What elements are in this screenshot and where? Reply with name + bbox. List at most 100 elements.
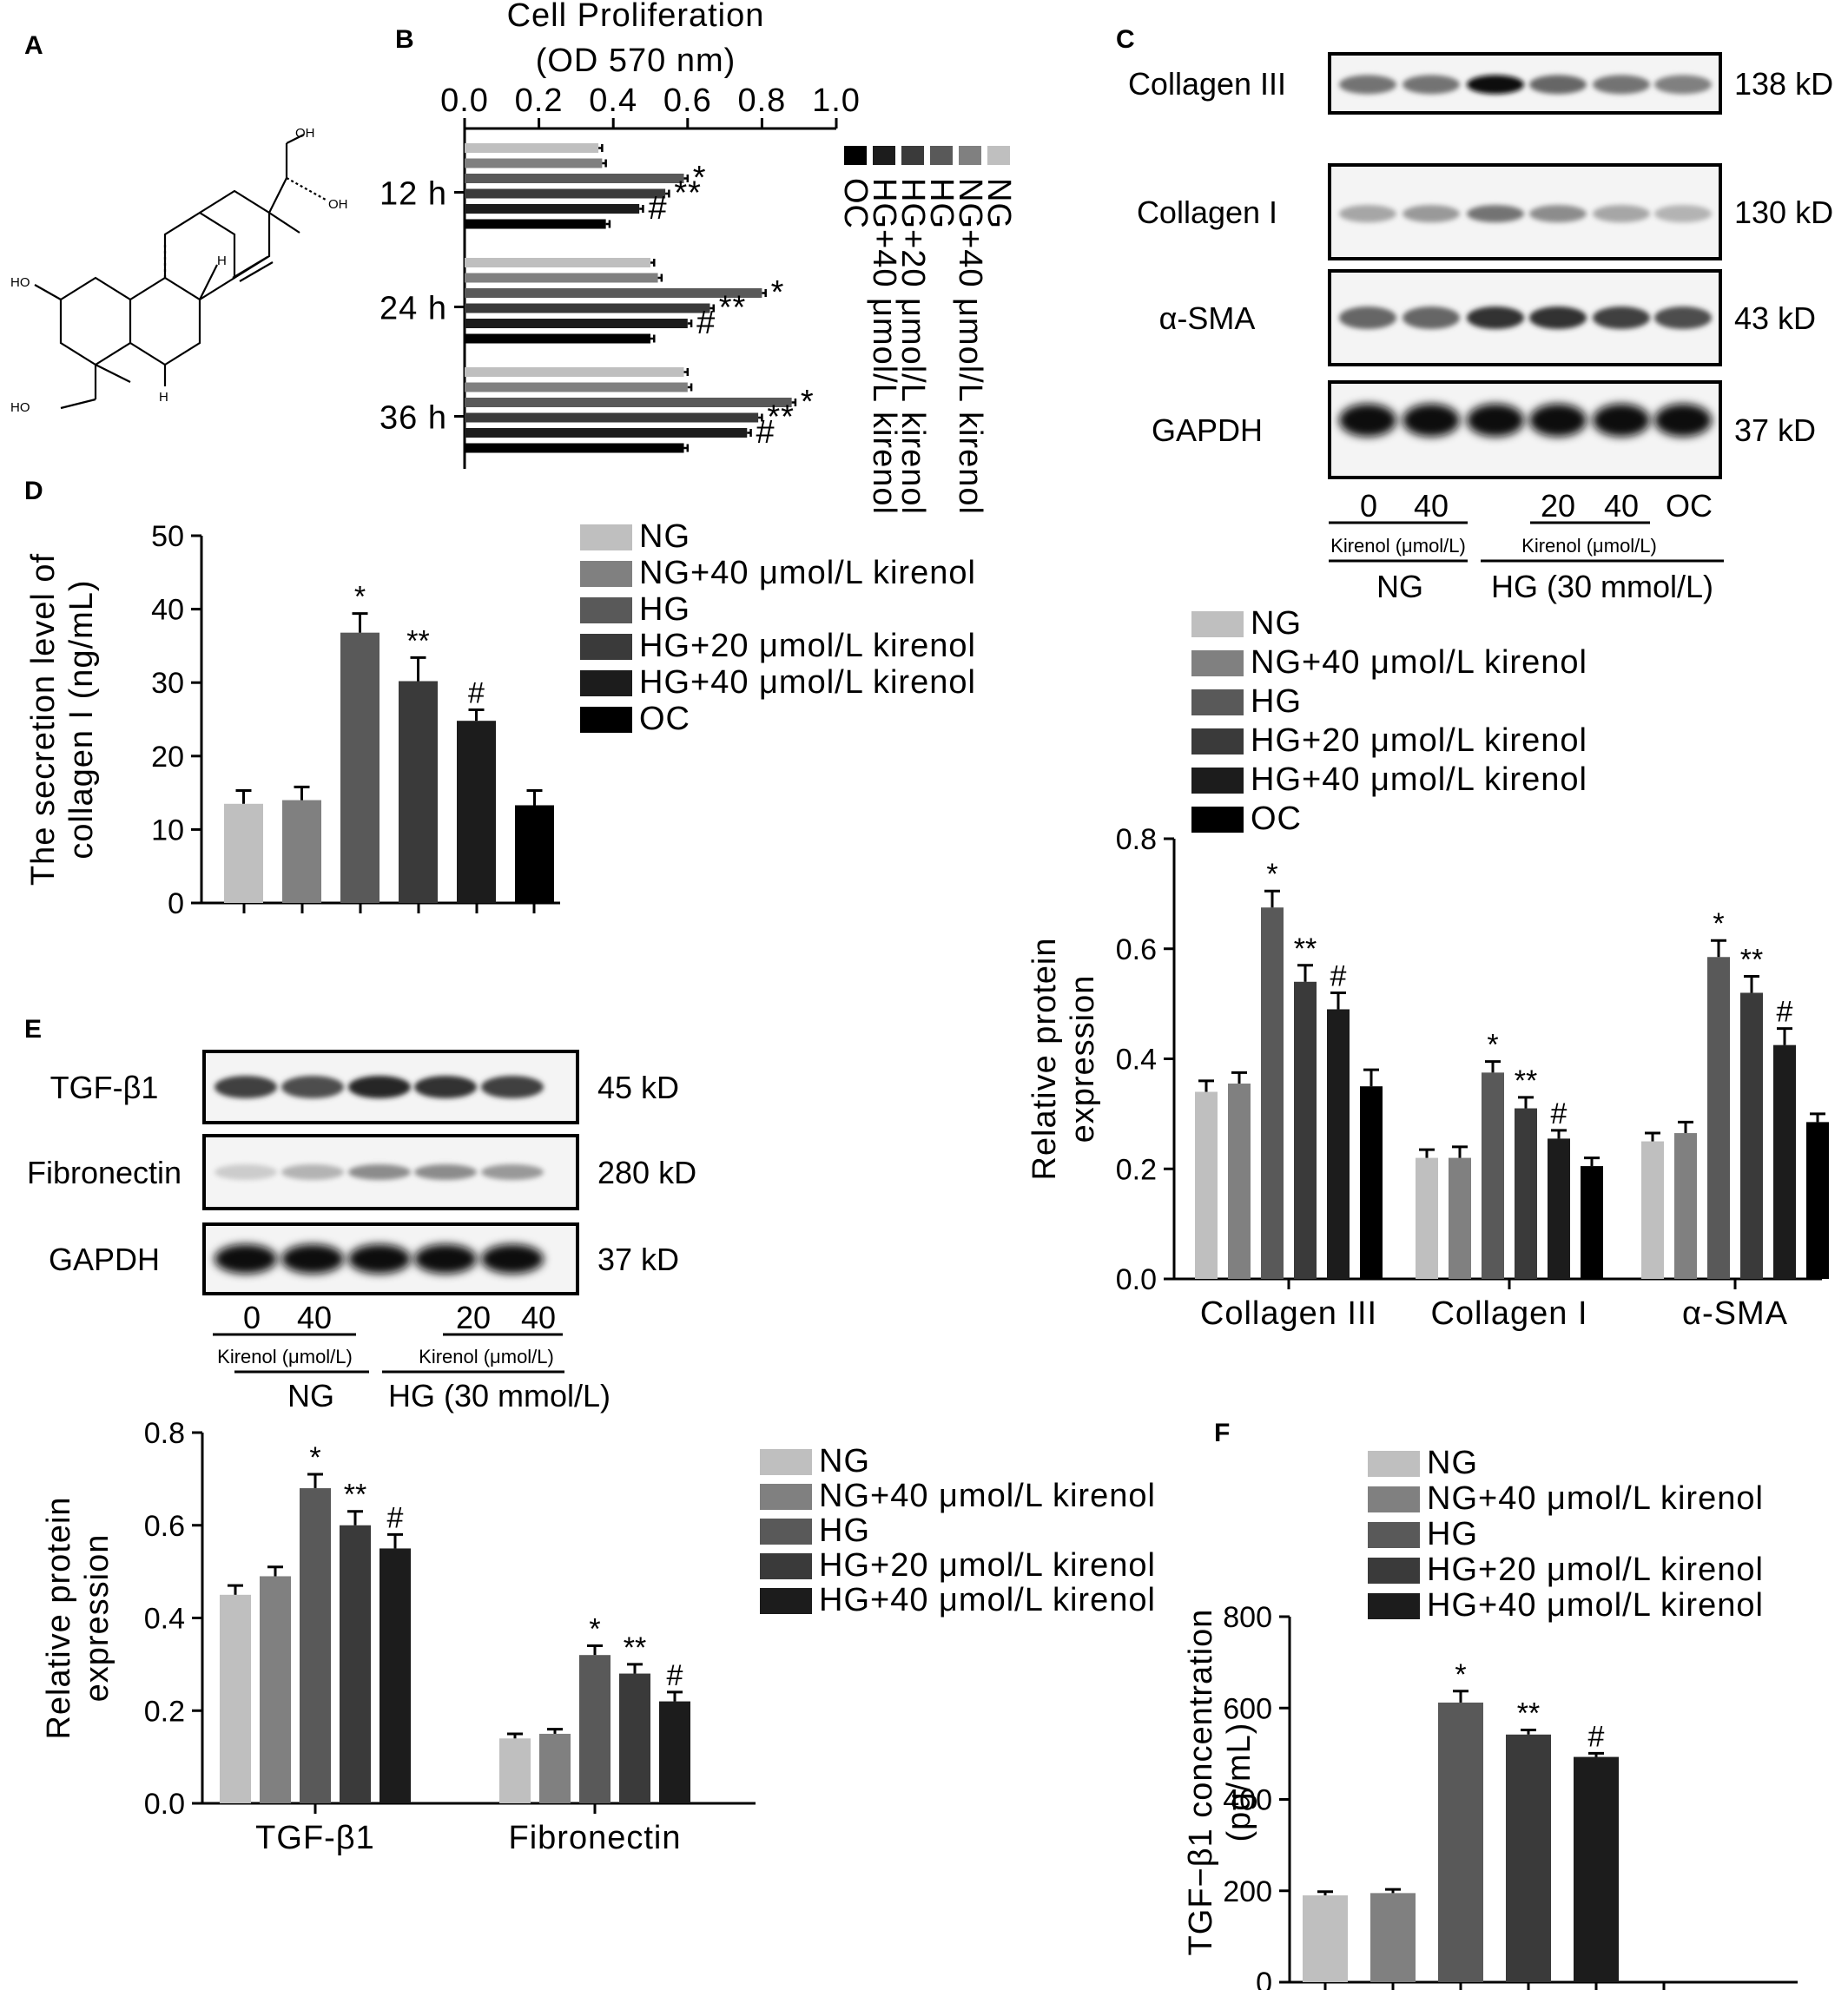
blot-band (281, 1076, 344, 1098)
kirenol-label: Kirenol (μmol/L) (1330, 535, 1466, 557)
y-tick-label: 0.8 (1116, 823, 1157, 856)
legend-label-hg-20-mol-l-kirenol: HG+20 μmol/L kirenol (1427, 1552, 1764, 1588)
blot-band (1593, 306, 1650, 329)
blot-protein-label: α-SMA (1159, 300, 1256, 336)
bar-hg-fibronectin (579, 1655, 610, 1803)
blot-band (414, 1164, 477, 1180)
significance-mark: ** (1740, 943, 1763, 976)
blot-band (414, 1076, 477, 1098)
bar-ng-tgf-1 (220, 1594, 251, 1803)
bar-ng-collagen-i (1416, 1157, 1438, 1279)
y-tick-label: 0.2 (1116, 1153, 1157, 1186)
legend-swatch-hg-40-mol-l-kirenol (580, 670, 632, 696)
blot-size-label: 37 kD (1734, 412, 1816, 448)
legend-swatch-hg-40-mol-l-kirenol (873, 146, 895, 165)
lane-label: 20 (1541, 488, 1575, 524)
blot-frame-gapdh (1328, 380, 1722, 479)
ng-condition-label: NG (1376, 569, 1423, 604)
legend-label-ng-40-mol-l-kirenol: NG+40 μmol/L kirenol (1427, 1480, 1764, 1517)
blot-band (1339, 404, 1396, 437)
bar-ng-40-mol-l-kirenol-36-h (465, 382, 688, 392)
legend-swatch-hg-20-mol-l-kirenol (1368, 1558, 1420, 1584)
bar-hg-12-h (465, 174, 684, 183)
panel-c-blot: C Collagen III 138 kD Collagen I 130 kD α-SM… (1116, 25, 1833, 604)
bar-ng-fibronectin (499, 1738, 531, 1803)
significance-mark: # (1777, 996, 1793, 1029)
y-axis-title-line2: (pg/mL) (1221, 1723, 1257, 1842)
y-tick-label: 20 (151, 741, 184, 774)
lane-label: 40 (521, 1300, 556, 1335)
significance-mark: # (387, 1501, 404, 1534)
significance-mark: * (1455, 1658, 1466, 1691)
blot-band (1339, 75, 1396, 95)
legend-label-hg-20-mol-l-kirenol: HG+20 μmol/L kirenol (639, 628, 976, 664)
bar-hg-20-mol-l-kirenol-12-h (465, 188, 666, 199)
x-category-label: α-SMA (1682, 1295, 1788, 1332)
legend-swatch-hg-40-mol-l-kirenol (1191, 768, 1244, 794)
legend-label-hg-20-mol-l-kirenol: HG+20 μmol/L kirenol (819, 1547, 1156, 1584)
bar-hg-40-mol-l-kirenol-collagen-i (1548, 1138, 1570, 1279)
bar-hg-40-mol-l-kirenol-fibronectin (659, 1701, 690, 1803)
bar-hg-20-mol-l-kirenol (399, 681, 438, 903)
bar-hg-20-mol-l-kirenol (1506, 1734, 1551, 1982)
bar-hg (340, 632, 380, 903)
blot-band (1402, 404, 1460, 437)
legend-label-hg: HG (923, 178, 960, 229)
significance-mark: # (756, 414, 776, 451)
bar-oc-36-h (465, 443, 684, 453)
bar-ng-24-h (465, 258, 650, 267)
x-tick-label: 0.6 (663, 82, 712, 119)
x-category-label: Collagen I (1430, 1295, 1587, 1332)
legend-label-hg-20-mol-l-kirenol: HG+20 μmol/L kirenol (894, 178, 931, 515)
y-tick-label: 800 (1223, 1601, 1272, 1634)
legend-label-hg-40-mol-l-kirenol: HG+40 μmol/L kirenol (1427, 1587, 1764, 1624)
bar-hg-20-mol-l-kirenol-fibronectin (619, 1673, 650, 1803)
blot-band (481, 1244, 544, 1274)
y-tick-label: 0.6 (1116, 933, 1157, 966)
blot-band (1339, 306, 1396, 329)
legend-swatch-ng (1191, 611, 1244, 637)
bar-hg-20-mol-l-kirenol-24-h (465, 303, 710, 313)
bar-ng-40-mol-l-kirenol-fibronectin (539, 1733, 571, 1803)
y-tick-label: 600 (1223, 1692, 1272, 1725)
bar-hg-collagen-iii (1261, 907, 1284, 1279)
blot-band (1467, 404, 1524, 437)
kirenol-label: Kirenol (μmol/L) (217, 1346, 353, 1367)
legend-label-ng: NG (639, 518, 690, 555)
blot-band (214, 1076, 277, 1098)
significance-mark: * (309, 1441, 320, 1474)
bar-ng-collagen-iii (1195, 1091, 1218, 1279)
legend-label-hg: HG (1427, 1516, 1478, 1552)
legend-swatch-ng-40-mol-l-kirenol (760, 1484, 812, 1510)
blot-band (214, 1244, 277, 1274)
y-tick-label: 0.6 (144, 1510, 185, 1543)
bar-hg-40-mol-l-kirenol-tgf-1 (380, 1548, 411, 1803)
x-tick-label: 1.0 (812, 82, 861, 119)
legend-swatch-ng-40-mol-l-kirenol (580, 561, 632, 587)
x-tick-label: 0.8 (737, 82, 786, 119)
legend-label-ng: NG (819, 1443, 870, 1479)
blot-band (1529, 404, 1587, 437)
significance-mark: ** (344, 1479, 366, 1512)
bar-hg-40-mol-l-kirenol-sma (1773, 1044, 1796, 1279)
legend-swatch-ng (580, 524, 632, 550)
blot-band (1402, 306, 1460, 329)
blot-band (1654, 205, 1712, 223)
y-category-label: 12 h (380, 176, 447, 213)
y-axis-title-line2: collagen I (ng/mL) (63, 579, 100, 859)
bar-oc-24-h (465, 333, 650, 344)
bar-ng-40-mol-l-kirenol-collagen-iii (1228, 1084, 1251, 1279)
blot-size-label: 45 kD (597, 1070, 679, 1105)
legend-label-ng-40-mol-l-kirenol: NG+40 μmol/L kirenol (639, 555, 976, 591)
panel-c-chart: 0.00.20.40.60.8***#Collagen III***#Colla… (1026, 605, 1829, 1332)
y-category-label: 24 h (380, 291, 447, 327)
legend-swatch-oc (1191, 807, 1244, 833)
significance-mark: # (1588, 1720, 1605, 1753)
y-axis-title-line2: expression (1065, 975, 1101, 1143)
significance-mark: * (1713, 907, 1724, 940)
legend-label-hg: HG (1251, 683, 1302, 720)
blot-size-label: 280 kD (597, 1155, 696, 1190)
bar-ng-40-mol-l-kirenol (282, 800, 321, 903)
